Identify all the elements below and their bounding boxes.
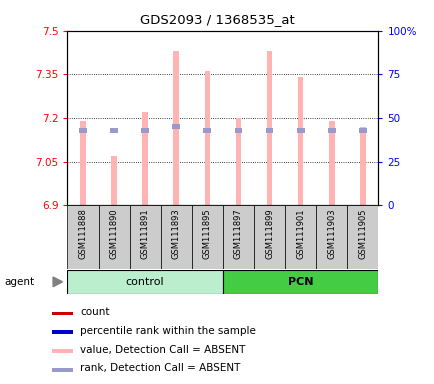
Bar <box>222 270 378 294</box>
Bar <box>52 349 72 353</box>
Bar <box>296 128 304 133</box>
Bar <box>191 205 223 269</box>
Bar <box>327 128 335 133</box>
Bar <box>358 128 366 133</box>
Bar <box>204 71 210 205</box>
Bar <box>141 128 149 133</box>
Text: GSM111893: GSM111893 <box>171 209 181 259</box>
Bar <box>234 128 242 133</box>
Bar <box>67 205 98 269</box>
Bar <box>52 368 72 372</box>
Bar <box>161 205 191 269</box>
Bar <box>235 118 241 205</box>
Bar <box>173 51 179 205</box>
Bar <box>98 205 129 269</box>
Text: GDS2093 / 1368535_at: GDS2093 / 1368535_at <box>140 13 294 26</box>
Text: GSM111891: GSM111891 <box>140 209 149 259</box>
Bar <box>316 205 347 269</box>
Bar <box>67 270 222 294</box>
Bar <box>253 205 285 269</box>
Text: GSM111905: GSM111905 <box>358 209 367 259</box>
Text: GSM111888: GSM111888 <box>78 209 87 260</box>
Text: control: control <box>125 277 164 287</box>
Bar <box>79 128 87 133</box>
Bar <box>142 112 148 205</box>
Bar <box>203 128 211 133</box>
Bar <box>222 205 253 269</box>
Bar <box>285 205 316 269</box>
Text: value, Detection Call = ABSENT: value, Detection Call = ABSENT <box>80 344 245 354</box>
Bar <box>265 128 273 133</box>
Text: GSM111895: GSM111895 <box>202 209 211 259</box>
Bar <box>172 124 180 129</box>
Text: GSM111890: GSM111890 <box>109 209 118 259</box>
Bar <box>111 156 117 205</box>
Text: count: count <box>80 306 109 317</box>
Text: percentile rank within the sample: percentile rank within the sample <box>80 326 256 336</box>
Text: agent: agent <box>4 277 34 287</box>
Bar <box>80 121 85 205</box>
Bar <box>297 77 303 205</box>
Text: GSM111899: GSM111899 <box>264 209 273 259</box>
Bar <box>266 51 272 205</box>
Text: PCN: PCN <box>287 277 313 287</box>
Bar <box>328 121 334 205</box>
Text: GSM111901: GSM111901 <box>296 209 305 259</box>
Text: rank, Detection Call = ABSENT: rank, Detection Call = ABSENT <box>80 364 240 374</box>
Bar <box>359 127 365 205</box>
Text: GSM111903: GSM111903 <box>326 209 335 259</box>
Bar <box>110 128 118 133</box>
Bar <box>52 331 72 334</box>
Text: GSM111897: GSM111897 <box>233 209 243 259</box>
Bar <box>129 205 161 269</box>
Bar <box>346 205 378 269</box>
Bar <box>52 311 72 315</box>
